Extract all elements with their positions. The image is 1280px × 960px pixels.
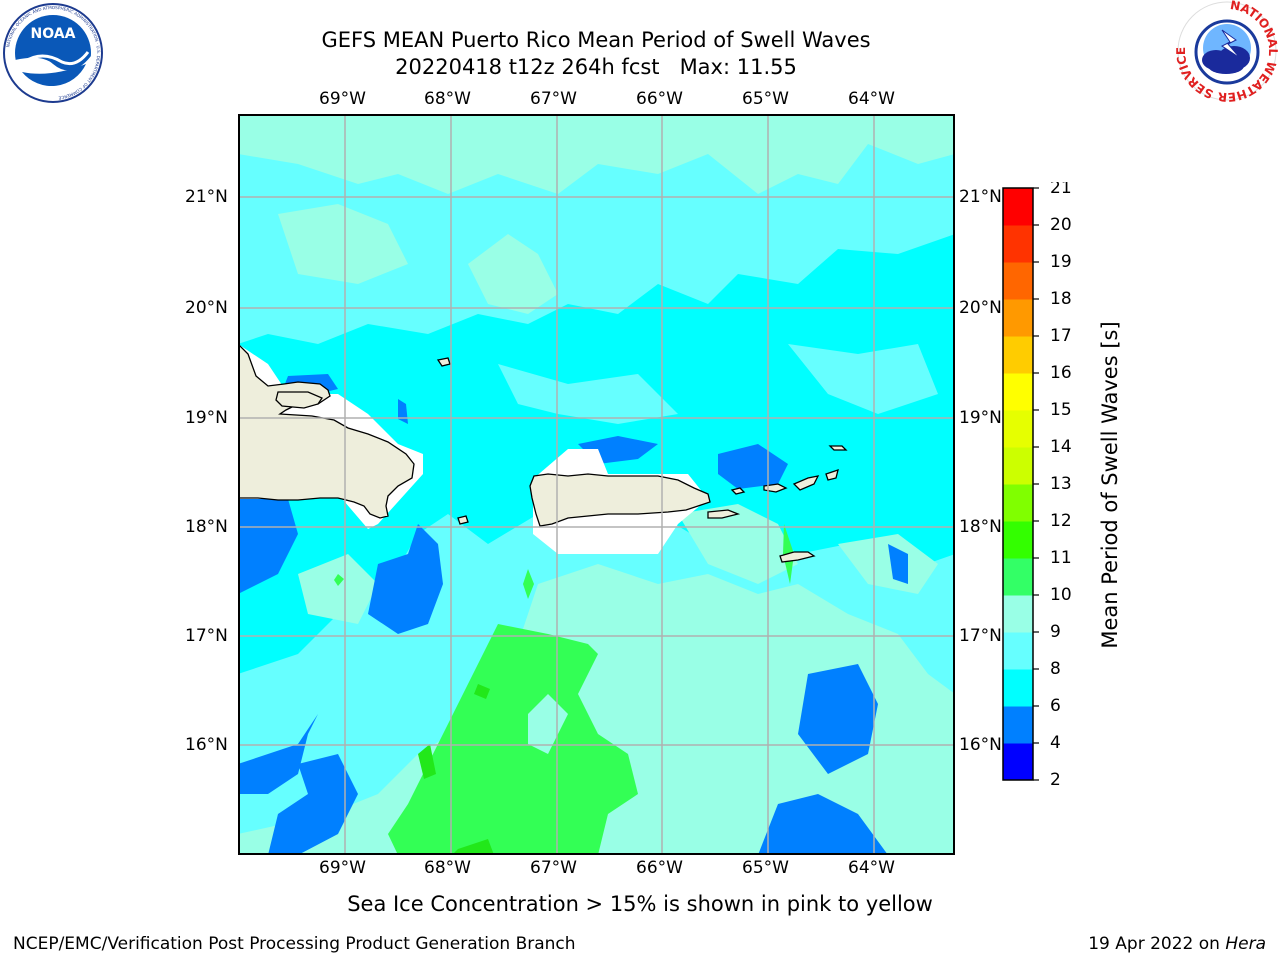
colorbar-block — [1003, 595, 1033, 633]
colorbar-tick-label: 9 — [1050, 622, 1061, 642]
footer-date: 19 Apr 2022 on — [1088, 934, 1226, 954]
lon-label-top: 66°W — [636, 89, 683, 109]
virgin-gorda — [825, 469, 839, 481]
st-croix — [779, 551, 816, 563]
colorbar-label: Mean Period of Swell Waves [s] — [1098, 321, 1122, 648]
st-thomas — [763, 483, 788, 493]
hispaniola — [239, 344, 415, 519]
sea-ice-note: Sea Ice Concentration > 15% is shown in … — [347, 892, 933, 916]
colorbar-tick-label: 15 — [1050, 400, 1072, 420]
footer-machine: Hera — [1225, 934, 1266, 954]
colorbar-tick-label: 2 — [1050, 770, 1061, 790]
contour-4-6 — [239, 374, 908, 853]
lon-label-top: 65°W — [742, 89, 789, 109]
colorbar: 2 4 6 8 9 10 11 12 13 14 15 16 17 18 19 20 21 — [1000, 178, 1120, 794]
map-panel — [238, 114, 955, 855]
map-gridlines — [239, 115, 953, 853]
lat-label-right: 16°N — [959, 735, 1002, 755]
colorbar-block — [1003, 558, 1033, 596]
lat-label-right: 18°N — [959, 517, 1002, 537]
lon-label-top: 64°W — [848, 89, 895, 109]
lon-label-bottom: 69°W — [319, 858, 366, 878]
colorbar-svg: 2 4 6 8 9 10 11 12 13 14 15 16 17 18 19 20 21 — [1002, 178, 1072, 790]
chart-subtitle: 20220418 t12z 264h fcst Max: 11.55 — [395, 55, 797, 79]
culebra — [730, 487, 746, 495]
colorbar-tick-label: 20 — [1050, 215, 1072, 235]
puerto-rico — [529, 473, 711, 527]
colorbar-tick-label: 13 — [1050, 474, 1072, 494]
colorbar-block — [1003, 188, 1033, 226]
coastal-island — [275, 391, 323, 409]
colorbar-block — [1003, 336, 1033, 374]
lat-label-left: 16°N — [185, 735, 228, 755]
colorbar-block — [1003, 521, 1033, 559]
lat-label-left: 17°N — [185, 626, 228, 646]
lon-label-top: 67°W — [530, 89, 577, 109]
st-john — [792, 475, 820, 491]
colorbar-label-svg: Mean Period of Swell Waves [s] — [1098, 321, 1122, 648]
map-svg — [238, 114, 955, 855]
colorbar-tick-label: 19 — [1050, 252, 1072, 272]
colorbar-block — [1003, 632, 1033, 670]
colorbar-block — [1003, 447, 1033, 485]
colorbar-tick-label: 17 — [1050, 326, 1072, 346]
nws-logo: NATIONAL WEATHER SERVICE — [1174, 0, 1280, 104]
anegada — [828, 445, 848, 451]
chart-title: GEFS MEAN Puerto Rico Mean Period of Swe… — [321, 28, 871, 52]
colorbar-block — [1003, 669, 1033, 707]
noaa-logo: NOAA NATIONAL OCEANIC AND ATMOSPHERIC AD… — [2, 2, 104, 104]
colorbar-block — [1003, 299, 1033, 337]
noaa-logo-text: NOAA — [31, 26, 76, 42]
colorbar-block — [1003, 706, 1033, 744]
contour-11-12 — [418, 684, 494, 853]
lon-label-top: 68°W — [424, 89, 471, 109]
colorbar-block — [1003, 373, 1033, 411]
footer-left: NCEP/EMC/Verification Post Processing Pr… — [13, 934, 576, 954]
colorbar-block — [1003, 410, 1033, 448]
lat-label-left: 20°N — [185, 298, 228, 318]
small-cay — [436, 357, 451, 367]
colorbar-tick-label: 4 — [1050, 733, 1061, 753]
colorbar-tick-label: 6 — [1050, 696, 1061, 716]
lat-label-right: 19°N — [959, 408, 1002, 428]
colorbar-block — [1003, 262, 1033, 300]
lat-label-right: 17°N — [959, 626, 1002, 646]
lat-label-left: 18°N — [185, 517, 228, 537]
desecheo — [457, 515, 469, 525]
colorbar-tick-label: 18 — [1050, 289, 1072, 309]
colorbar-label-box: Mean Period of Swell Waves [s] — [1098, 300, 1122, 670]
lon-label-bottom: 64°W — [848, 858, 895, 878]
colorbar-blocks — [1003, 188, 1033, 781]
lat-label-left: 19°N — [185, 408, 228, 428]
land — [239, 344, 848, 563]
colorbar-tick-label: 11 — [1050, 548, 1072, 568]
footer-right: 19 Apr 2022 on Hera — [1088, 934, 1266, 954]
lat-label-right: 20°N — [959, 298, 1002, 318]
colorbar-tick-label: 21 — [1050, 182, 1072, 198]
colorbar-tick-label: 8 — [1050, 659, 1061, 679]
lat-label-left: 21°N — [185, 187, 228, 207]
colorbar-block — [1003, 743, 1033, 781]
lon-label-bottom: 68°W — [424, 858, 471, 878]
colorbar-block — [1003, 225, 1033, 263]
colorbar-tick-label: 10 — [1050, 585, 1072, 605]
lon-label-bottom: 65°W — [742, 858, 789, 878]
lat-label-right: 21°N — [959, 187, 1002, 207]
lon-label-bottom: 67°W — [530, 858, 577, 878]
vieques — [707, 509, 741, 519]
map-frame — [238, 114, 955, 855]
colorbar-tick-label: 14 — [1050, 437, 1072, 457]
lon-label-bottom: 66°W — [636, 858, 683, 878]
colorbar-ticks: 2 4 6 8 9 10 11 12 13 14 15 16 17 18 19 20 21 — [1033, 178, 1072, 790]
lon-label-top: 69°W — [319, 89, 366, 109]
colorbar-tick-label: 16 — [1050, 363, 1072, 383]
colorbar-tick-label: 12 — [1050, 511, 1072, 531]
colorbar-block — [1003, 484, 1033, 522]
